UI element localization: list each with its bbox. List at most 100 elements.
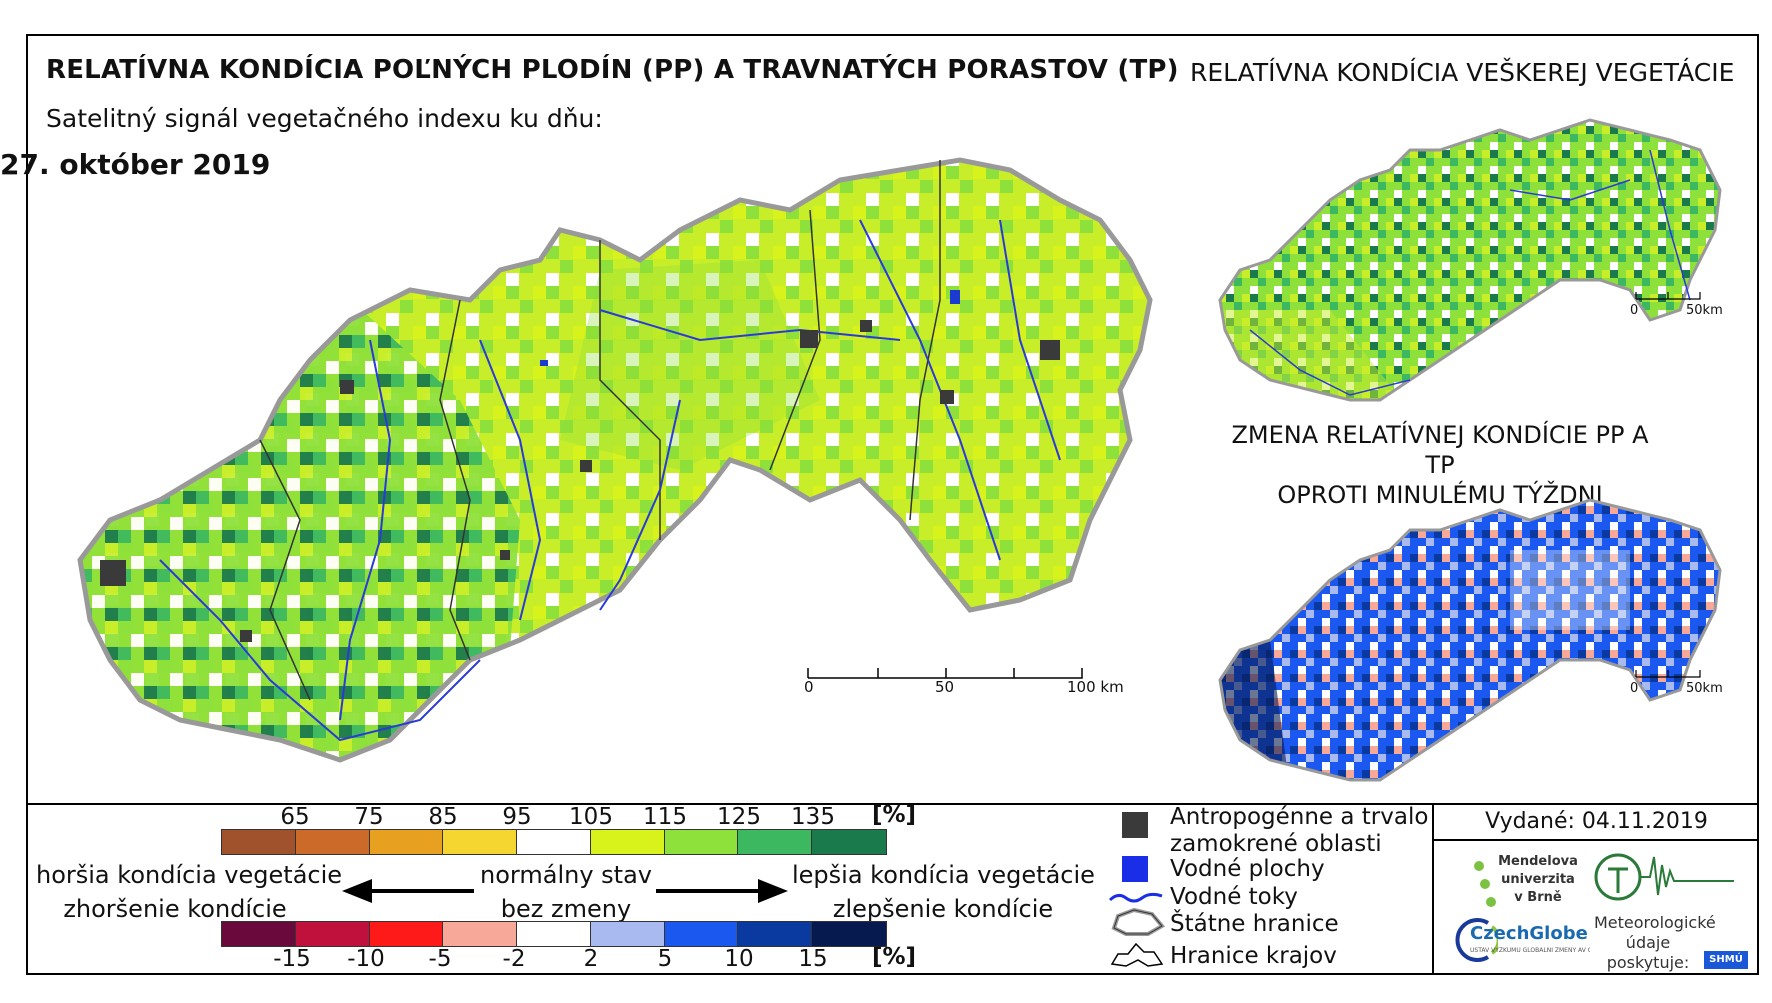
water-label: Vodné plochy xyxy=(1170,856,1325,882)
map-frame xyxy=(26,34,1759,975)
change-swatch xyxy=(295,922,370,946)
subtitle: Satelitný signál vegetačného indexu ku d… xyxy=(46,104,603,133)
vegetation-scale-0: 0 xyxy=(1630,303,1639,318)
tick-95: 95 xyxy=(502,804,532,830)
main-scale-0: 0 xyxy=(804,678,814,696)
vegetation-map xyxy=(1218,118,1722,402)
mendel-line1: Mendelova xyxy=(1498,854,1578,869)
left-arrow xyxy=(342,879,474,903)
urban-line1: Antropogénne a trvalo xyxy=(1170,804,1429,830)
tick-15: 15 xyxy=(798,946,828,972)
right-arrow xyxy=(656,879,788,903)
issued-date: Vydané: 04.11.2019 xyxy=(1434,803,1759,841)
czechglobe-text: CzechGlobe xyxy=(1470,923,1588,944)
issued-box: Vydané: 04.11.2019 Mendelova univerzita … xyxy=(1432,803,1759,975)
tick-135: 135 xyxy=(791,804,835,830)
region-border-swatch xyxy=(1110,942,1164,967)
vegetation-scale-50: 50km xyxy=(1686,303,1723,318)
main-scale-100: 100 km xyxy=(1067,678,1124,696)
tick-minus15: -15 xyxy=(273,946,311,972)
change-title-line1: ZMENA RELATÍVNEJ KONDÍCIE PP A TP xyxy=(1231,421,1649,479)
better-line1: lepšia kondícia vegetácie xyxy=(792,861,1095,889)
change-scale-bar xyxy=(1635,670,1701,678)
change-swatch xyxy=(369,922,444,946)
normal-line1: normálny stav xyxy=(480,861,652,889)
tick-85: 85 xyxy=(428,804,458,830)
change-swatch xyxy=(738,922,813,946)
czechglobe-logo-mark xyxy=(1455,918,1498,962)
tick-105: 105 xyxy=(569,804,613,830)
meteo-line1: Meteorologické xyxy=(1594,913,1716,932)
tick-minus5: -5 xyxy=(428,946,452,972)
urban-swatch xyxy=(1122,812,1148,838)
condition-swatch xyxy=(295,830,370,854)
change-scale-0: 0 xyxy=(1630,681,1639,696)
normal-label: normálny stav bez zmeny xyxy=(456,858,676,926)
tick-10: 10 xyxy=(724,946,754,972)
change-swatch xyxy=(443,922,518,946)
condition-swatch xyxy=(664,830,739,854)
mendel-line2: univerzita xyxy=(1501,872,1575,887)
water-swatch xyxy=(1122,856,1148,882)
vegetation-map-title: RELATÍVNA KONDÍCIA VEŠKEREJ VEGETÁCIE xyxy=(1190,58,1735,87)
condition-swatch xyxy=(369,830,444,854)
tick-5: 5 xyxy=(657,946,673,972)
rivers xyxy=(159,219,1061,742)
tick-65: 65 xyxy=(280,804,310,830)
river-swatch xyxy=(1108,892,1163,903)
mendel-line3: v Brně xyxy=(1514,890,1562,905)
water-bodies xyxy=(540,290,960,366)
tick-115: 115 xyxy=(643,804,687,830)
condition-swatch xyxy=(517,830,591,854)
urban-label: Antropogénne a trvalo zamokrené oblasti xyxy=(1170,804,1428,858)
condition-swatch xyxy=(222,830,296,854)
rivers-label: Vodné toky xyxy=(1170,884,1298,910)
worse-label: horšia kondícia vegetácie zhoršenie kond… xyxy=(36,858,343,926)
mendel-dot xyxy=(1486,897,1496,907)
state-border-swatch xyxy=(1111,907,1166,936)
ustav-logo xyxy=(1594,853,1734,901)
change-title-line2: OPROTI MINULÉMU TÝŽDNI xyxy=(1277,481,1603,509)
tick-minus2: -2 xyxy=(502,946,526,972)
change-map xyxy=(1218,498,1722,782)
change-colorbar xyxy=(221,921,887,947)
mendel-dot xyxy=(1474,861,1484,871)
change-scale-50: 50km xyxy=(1686,681,1723,696)
legend-area xyxy=(26,803,1759,975)
tick-2: 2 xyxy=(583,946,599,972)
tick-75: 75 xyxy=(354,804,384,830)
change-swatch xyxy=(517,922,591,946)
better-label: lepšia kondícia vegetácie zlepšenie kond… xyxy=(792,858,1095,926)
worse-line1: horšia kondícia vegetácie xyxy=(36,861,343,889)
condition-colorbar xyxy=(221,829,887,855)
meteo-line2: údaje xyxy=(1625,933,1671,952)
urban-areas xyxy=(100,320,1060,642)
date-label: 27. október 2019 xyxy=(0,148,271,181)
ustav-text: ÚSTAV VÝZKUMU GLOBÁLNÍ ZMĚNY AV ČR xyxy=(1470,947,1590,954)
main-map xyxy=(77,157,1153,763)
tick-125: 125 xyxy=(717,804,761,830)
change-unit: [%] xyxy=(871,944,917,970)
change-map-title: ZMENA RELATÍVNEJ KONDÍCIE PP A TP OPROTI… xyxy=(1230,420,1650,510)
change-swatch xyxy=(590,922,665,946)
worse-line2: zhoršenie kondície xyxy=(63,895,287,923)
mendel-dot xyxy=(1480,879,1490,889)
main-scale-bar xyxy=(807,668,1083,679)
tick-minus10: -10 xyxy=(347,946,385,972)
better-line2: zlepšenie kondície xyxy=(832,895,1054,923)
mendel-text: Mendelova univerzita v Brně xyxy=(1498,853,1578,907)
urban-line2: zamokrené oblasti xyxy=(1170,831,1382,857)
condition-swatch xyxy=(738,830,813,854)
region-border-label: Hranice krajov xyxy=(1170,943,1337,969)
state-border xyxy=(77,157,1153,763)
meteo-text: Meteorologické údaje poskytuje: xyxy=(1594,913,1716,973)
condition-swatch xyxy=(812,830,887,854)
condition-unit: [%] xyxy=(871,802,917,828)
change-swatch xyxy=(812,922,887,946)
shmu-logo: SHMÚ xyxy=(1704,951,1748,969)
meteo-line3: poskytuje: xyxy=(1606,953,1690,972)
change-swatch xyxy=(664,922,739,946)
main-title: RELATÍVNA KONDÍCIA POĽNÝCH PLODÍN (PP) A… xyxy=(46,55,1179,85)
main-scale-50: 50 xyxy=(935,678,955,696)
change-swatch xyxy=(222,922,296,946)
